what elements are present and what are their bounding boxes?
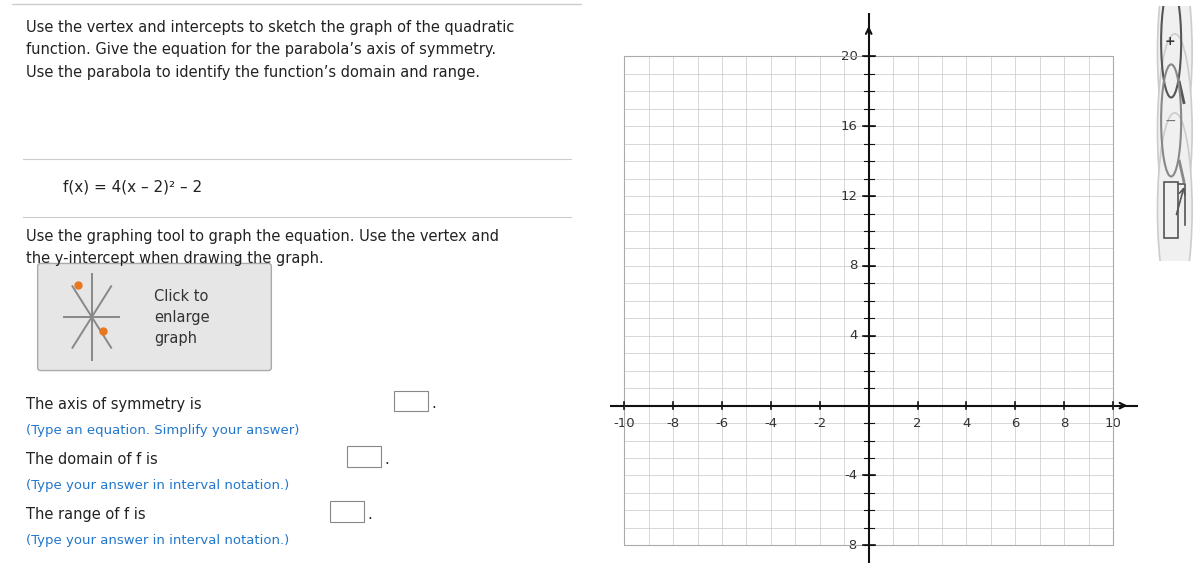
FancyBboxPatch shape	[37, 263, 271, 371]
Circle shape	[1158, 0, 1192, 148]
Text: (Type your answer in interval notation.): (Type your answer in interval notation.)	[26, 479, 289, 492]
Text: -4: -4	[845, 469, 858, 482]
Circle shape	[1158, 113, 1192, 306]
Text: -8: -8	[666, 417, 679, 430]
Text: f(x) = 4(x – 2)² – 2: f(x) = 4(x – 2)² – 2	[64, 179, 203, 195]
Text: -8: -8	[845, 539, 858, 552]
Text: (Type an equation. Simplify your answer): (Type an equation. Simplify your answer)	[26, 424, 300, 437]
Text: 4: 4	[850, 329, 858, 342]
Text: (Type your answer in interval notation.): (Type your answer in interval notation.)	[26, 534, 289, 547]
Bar	[624, 56, 1114, 545]
Text: 8: 8	[850, 259, 858, 273]
Text: The domain of f is: The domain of f is	[26, 452, 158, 467]
Text: 4: 4	[962, 417, 971, 430]
Text: 8: 8	[1060, 417, 1068, 430]
Text: Click to
enlarge
graph: Click to enlarge graph	[155, 288, 210, 346]
Text: 2: 2	[913, 417, 922, 430]
Text: The axis of symmetry is: The axis of symmetry is	[26, 397, 202, 412]
Text: -4: -4	[764, 417, 778, 430]
Circle shape	[1158, 34, 1192, 228]
Text: .: .	[367, 507, 372, 522]
Text: 12: 12	[841, 189, 858, 203]
Bar	[347, 446, 382, 467]
Text: 16: 16	[841, 120, 858, 133]
Text: -6: -6	[715, 417, 728, 430]
Text: .: .	[431, 396, 436, 411]
Bar	[394, 391, 428, 411]
Bar	[1164, 182, 1177, 237]
Text: Use the graphing tool to graph the equation. Use the vertex and
the y-intercept : Use the graphing tool to graph the equat…	[26, 229, 499, 266]
Text: 20: 20	[841, 50, 858, 63]
Text: 6: 6	[1012, 417, 1020, 430]
Bar	[330, 501, 365, 522]
Text: −: −	[1164, 113, 1176, 127]
Text: Use the vertex and intercepts to sketch the graph of the quadratic
function. Giv: Use the vertex and intercepts to sketch …	[26, 20, 515, 80]
Text: The range of f is: The range of f is	[26, 507, 146, 522]
Text: -2: -2	[814, 417, 827, 430]
Text: 10: 10	[1105, 417, 1122, 430]
Text: +: +	[1165, 35, 1176, 48]
Text: .: .	[384, 452, 389, 467]
Text: -10: -10	[613, 417, 635, 430]
